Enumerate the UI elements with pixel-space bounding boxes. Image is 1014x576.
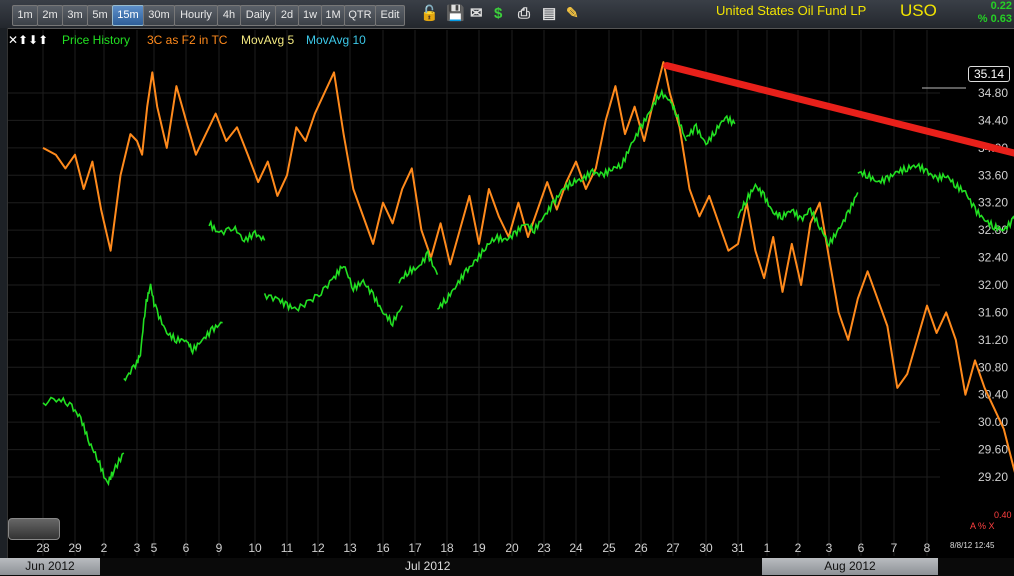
timeframe-edit[interactable]: Edit xyxy=(375,5,405,26)
series-price-segment xyxy=(437,88,687,310)
x-tick-label: 18 xyxy=(440,541,454,555)
series-price-segment xyxy=(737,182,859,248)
dollar-icon[interactable]: $ xyxy=(494,5,503,22)
x-tick-label: 31 xyxy=(731,541,745,555)
y-tick-label: 30.00 xyxy=(978,415,1008,429)
series-price-segment xyxy=(685,114,736,146)
x-tick-label: 28 xyxy=(36,541,50,555)
y-tick-label: 33.60 xyxy=(978,168,1008,182)
save-icon[interactable]: 💾 xyxy=(446,5,465,22)
series-3c-line xyxy=(42,61,1014,473)
x-tick-label: 25 xyxy=(602,541,616,555)
series-price-segment xyxy=(42,396,125,487)
lock-icon[interactable]: 🔓 xyxy=(420,5,439,22)
change-percent: % 0.63 xyxy=(977,13,1012,25)
change-absolute: 0.22 xyxy=(990,0,1012,12)
month-label-jun: Jun 2012 xyxy=(0,558,100,575)
x-tick-label: 1 xyxy=(764,541,771,555)
legend-3c[interactable]: 3C as F2 in TC xyxy=(147,33,228,47)
month-label-aug: Aug 2012 xyxy=(762,558,938,575)
ticker-symbol: USO xyxy=(900,1,937,20)
y-tick-label: 31.60 xyxy=(978,305,1008,319)
y-tick-label: 34.40 xyxy=(978,113,1008,127)
indicator-icon[interactable]: ▤ xyxy=(542,5,557,22)
x-tick-label: 23 xyxy=(537,541,551,555)
y-tick-label: 29.20 xyxy=(978,470,1008,484)
indicator-value: 0.40 xyxy=(994,510,1012,520)
timeframe-qtr[interactable]: QTR xyxy=(344,5,376,26)
x-tick-label: 29 xyxy=(68,541,82,555)
print-icon[interactable]: ⎙ xyxy=(518,5,531,22)
last-price-tag: 35.14 xyxy=(968,66,1010,82)
x-tick-label: 11 xyxy=(281,541,294,555)
x-tick-label: 3 xyxy=(134,541,141,555)
indicator-tag: A % X xyxy=(970,521,995,531)
trend-arrow-shaft xyxy=(663,62,1014,157)
x-tick-label: 2 xyxy=(795,541,802,555)
legend-movavg10[interactable]: MovAvg 10 xyxy=(306,33,366,47)
x-tick-label: 16 xyxy=(376,541,390,555)
x-tick-label: 19 xyxy=(472,541,486,555)
x-tick-label: 8 xyxy=(924,541,931,555)
security-title: United States Oil Fund LP xyxy=(716,3,867,18)
x-tick-label: 3 xyxy=(826,541,833,555)
y-tick-label: 34.80 xyxy=(978,86,1008,100)
x-tick-label: 10 xyxy=(248,541,262,555)
x-axis-bar xyxy=(0,558,1014,576)
series-price-segment xyxy=(857,162,1014,233)
y-tick-label: 32.80 xyxy=(978,223,1008,237)
y-tick-label: 30.40 xyxy=(978,388,1008,402)
series-price-segment xyxy=(208,219,266,244)
mail-icon[interactable]: ✉ xyxy=(470,5,483,22)
y-tick-label: 29.60 xyxy=(978,443,1008,457)
chart-scroll-handle[interactable] xyxy=(8,518,60,540)
x-tick-label: 6 xyxy=(183,541,190,555)
x-tick-label: 24 xyxy=(569,541,583,555)
y-tick-label: 32.00 xyxy=(978,278,1008,292)
x-tick-label: 17 xyxy=(408,541,422,555)
series-price-segment xyxy=(398,249,439,284)
month-label-jul: Jul 2012 xyxy=(405,559,451,573)
x-tick-label: 13 xyxy=(343,541,357,555)
x-tick-label: 27 xyxy=(666,541,680,555)
timeframe-4h[interactable]: 4h xyxy=(217,5,241,26)
x-tick-label: 9 xyxy=(216,541,223,555)
legend-price-history[interactable]: Price History xyxy=(62,33,131,47)
legend-movavg5[interactable]: MovAvg 5 xyxy=(241,33,295,47)
y-tick-label: 30.80 xyxy=(978,360,1008,374)
x-tick-label: 12 xyxy=(311,541,325,555)
x-tick-label: 7 xyxy=(891,541,898,555)
pencil-icon[interactable]: ✎ xyxy=(566,5,579,22)
timeframe-5m[interactable]: 5m xyxy=(87,5,113,26)
y-tick-label: 31.20 xyxy=(978,333,1008,347)
toolbar: 1m 2m 3m 5m 15m 30m Hourly 4h Daily 2d 1w 1M QTR Edit… xyxy=(0,0,1014,29)
legend-arrows[interactable]: ✕⬆⬇⬆ xyxy=(8,33,49,47)
x-tick-label: 6 xyxy=(858,541,865,555)
timeframe-15m[interactable]: 15m xyxy=(112,5,144,26)
timeframe-daily[interactable]: Daily xyxy=(240,5,276,26)
left-panel-edge[interactable] xyxy=(0,28,8,558)
x-tick-label: 5 xyxy=(151,541,158,555)
series-price-segment xyxy=(263,265,403,328)
x-tick-label: 2 xyxy=(101,541,108,555)
timestamp: 8/8/12 12:45 xyxy=(950,541,995,550)
x-tick-label: 26 xyxy=(634,541,648,555)
x-tick-label: 30 xyxy=(699,541,713,555)
y-tick-label: 32.40 xyxy=(978,251,1008,265)
y-tick-label: 33.20 xyxy=(978,196,1008,210)
series-price-segment xyxy=(123,283,223,382)
x-tick-label: 20 xyxy=(505,541,519,555)
